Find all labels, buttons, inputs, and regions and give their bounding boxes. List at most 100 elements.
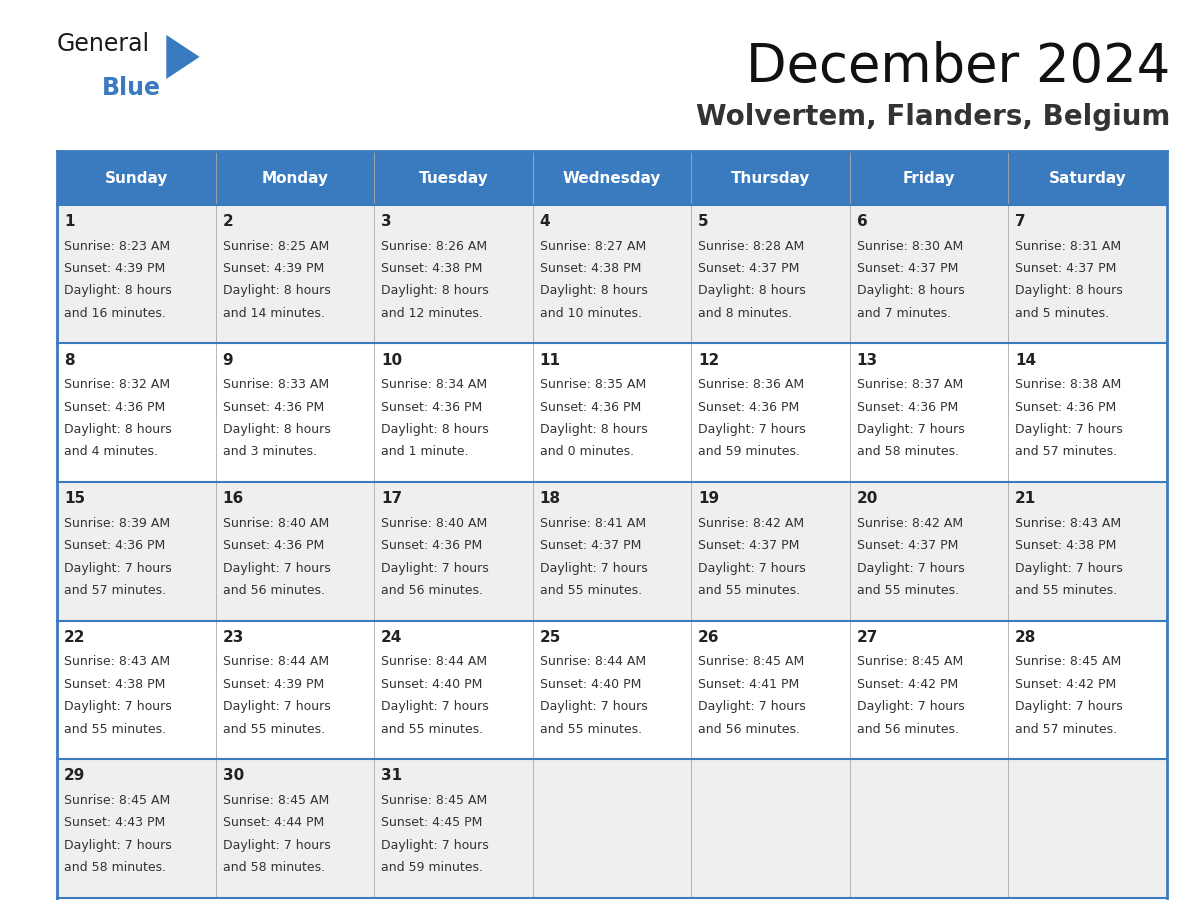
Text: Sunrise: 8:31 AM: Sunrise: 8:31 AM [1016,240,1121,252]
Text: Sunset: 4:43 PM: Sunset: 4:43 PM [64,816,165,830]
Text: 4: 4 [539,214,550,229]
Text: and 1 minute.: and 1 minute. [381,445,469,458]
Text: and 55 minutes.: and 55 minutes. [539,722,642,735]
Text: Sunrise: 8:38 AM: Sunrise: 8:38 AM [1016,378,1121,391]
Bar [57,759,1167,898]
Text: 24: 24 [381,630,403,644]
Text: Sunset: 4:36 PM: Sunset: 4:36 PM [1016,400,1117,414]
Text: Sunrise: 8:45 AM: Sunrise: 8:45 AM [699,655,804,668]
Text: Blue: Blue [102,76,162,100]
Text: Sunday: Sunday [105,171,168,185]
Text: Sunset: 4:38 PM: Sunset: 4:38 PM [64,677,165,691]
Text: 30: 30 [222,768,244,783]
Text: Sunrise: 8:45 AM: Sunrise: 8:45 AM [381,794,487,807]
Text: Daylight: 7 hours: Daylight: 7 hours [381,700,489,713]
Text: Friday: Friday [903,171,955,185]
Text: 21: 21 [1016,491,1036,506]
Text: and 55 minutes.: and 55 minutes. [381,722,484,735]
Text: Daylight: 7 hours: Daylight: 7 hours [699,423,805,436]
Text: Daylight: 8 hours: Daylight: 8 hours [699,285,805,297]
Text: 15: 15 [64,491,86,506]
Text: Sunset: 4:40 PM: Sunset: 4:40 PM [381,677,482,691]
Text: and 55 minutes.: and 55 minutes. [857,584,959,597]
Text: Sunset: 4:36 PM: Sunset: 4:36 PM [64,400,165,414]
Text: 19: 19 [699,491,719,506]
Text: Daylight: 7 hours: Daylight: 7 hours [539,700,647,713]
Text: Daylight: 8 hours: Daylight: 8 hours [381,423,489,436]
Text: Sunrise: 8:34 AM: Sunrise: 8:34 AM [381,378,487,391]
Text: Sunset: 4:42 PM: Sunset: 4:42 PM [857,677,958,691]
Text: Sunrise: 8:45 AM: Sunrise: 8:45 AM [222,794,329,807]
Text: and 57 minutes.: and 57 minutes. [1016,445,1118,458]
Text: Sunset: 4:36 PM: Sunset: 4:36 PM [64,539,165,553]
Text: Daylight: 8 hours: Daylight: 8 hours [64,423,172,436]
Bar [57,621,1167,759]
Text: Sunset: 4:42 PM: Sunset: 4:42 PM [1016,677,1117,691]
Text: Daylight: 8 hours: Daylight: 8 hours [1016,285,1123,297]
Text: and 56 minutes.: and 56 minutes. [857,722,959,735]
Text: 18: 18 [539,491,561,506]
Text: Daylight: 8 hours: Daylight: 8 hours [539,423,647,436]
Text: Daylight: 7 hours: Daylight: 7 hours [1016,562,1123,575]
Text: 23: 23 [222,630,244,644]
Bar [57,151,1167,205]
Text: and 12 minutes.: and 12 minutes. [381,307,484,319]
Text: Sunrise: 8:25 AM: Sunrise: 8:25 AM [222,240,329,252]
Text: General: General [57,32,150,56]
Text: Sunset: 4:38 PM: Sunset: 4:38 PM [1016,539,1117,553]
Text: Sunrise: 8:43 AM: Sunrise: 8:43 AM [1016,517,1121,530]
Text: Tuesday: Tuesday [418,171,488,185]
Text: Sunset: 4:36 PM: Sunset: 4:36 PM [539,400,642,414]
Text: 29: 29 [64,768,86,783]
Text: Sunrise: 8:30 AM: Sunrise: 8:30 AM [857,240,963,252]
Text: and 8 minutes.: and 8 minutes. [699,307,792,319]
Text: Sunrise: 8:37 AM: Sunrise: 8:37 AM [857,378,963,391]
Text: Daylight: 7 hours: Daylight: 7 hours [857,562,965,575]
Text: Sunset: 4:37 PM: Sunset: 4:37 PM [1016,262,1117,275]
Text: 20: 20 [857,491,878,506]
Text: 31: 31 [381,768,403,783]
Text: Sunset: 4:36 PM: Sunset: 4:36 PM [222,539,324,553]
Text: and 55 minutes.: and 55 minutes. [699,584,801,597]
Text: Daylight: 7 hours: Daylight: 7 hours [381,562,489,575]
Text: Sunrise: 8:33 AM: Sunrise: 8:33 AM [222,378,329,391]
Text: 2: 2 [222,214,233,229]
Text: Thursday: Thursday [731,171,810,185]
Text: Sunrise: 8:42 AM: Sunrise: 8:42 AM [857,517,962,530]
Text: Sunrise: 8:45 AM: Sunrise: 8:45 AM [1016,655,1121,668]
Text: Sunrise: 8:43 AM: Sunrise: 8:43 AM [64,655,170,668]
Text: Sunset: 4:39 PM: Sunset: 4:39 PM [222,677,324,691]
Text: and 59 minutes.: and 59 minutes. [381,861,484,874]
Text: and 58 minutes.: and 58 minutes. [857,445,959,458]
Text: Daylight: 7 hours: Daylight: 7 hours [64,839,172,852]
Text: 1: 1 [64,214,75,229]
Text: and 0 minutes.: and 0 minutes. [539,445,634,458]
Text: Sunrise: 8:26 AM: Sunrise: 8:26 AM [381,240,487,252]
Text: 6: 6 [857,214,867,229]
Text: and 55 minutes.: and 55 minutes. [1016,584,1118,597]
Text: 17: 17 [381,491,403,506]
Text: and 58 minutes.: and 58 minutes. [222,861,324,874]
Text: 10: 10 [381,353,403,367]
Text: Sunrise: 8:42 AM: Sunrise: 8:42 AM [699,517,804,530]
Text: Sunset: 4:41 PM: Sunset: 4:41 PM [699,677,800,691]
Text: and 5 minutes.: and 5 minutes. [1016,307,1110,319]
Text: Sunrise: 8:45 AM: Sunrise: 8:45 AM [64,794,170,807]
Text: Sunset: 4:45 PM: Sunset: 4:45 PM [381,816,482,830]
Text: Sunset: 4:38 PM: Sunset: 4:38 PM [381,262,482,275]
Text: Sunset: 4:44 PM: Sunset: 4:44 PM [222,816,324,830]
Text: 9: 9 [222,353,233,367]
Text: 5: 5 [699,214,709,229]
Text: 7: 7 [1016,214,1026,229]
Text: and 55 minutes.: and 55 minutes. [64,722,166,735]
Text: 28: 28 [1016,630,1037,644]
Text: Daylight: 7 hours: Daylight: 7 hours [1016,700,1123,713]
Text: Daylight: 7 hours: Daylight: 7 hours [699,562,805,575]
Text: and 4 minutes.: and 4 minutes. [64,445,158,458]
Text: Sunrise: 8:36 AM: Sunrise: 8:36 AM [699,378,804,391]
Polygon shape [166,35,200,79]
Text: 3: 3 [381,214,392,229]
Text: Sunset: 4:39 PM: Sunset: 4:39 PM [222,262,324,275]
Text: Daylight: 7 hours: Daylight: 7 hours [64,562,172,575]
Text: Daylight: 8 hours: Daylight: 8 hours [222,285,330,297]
